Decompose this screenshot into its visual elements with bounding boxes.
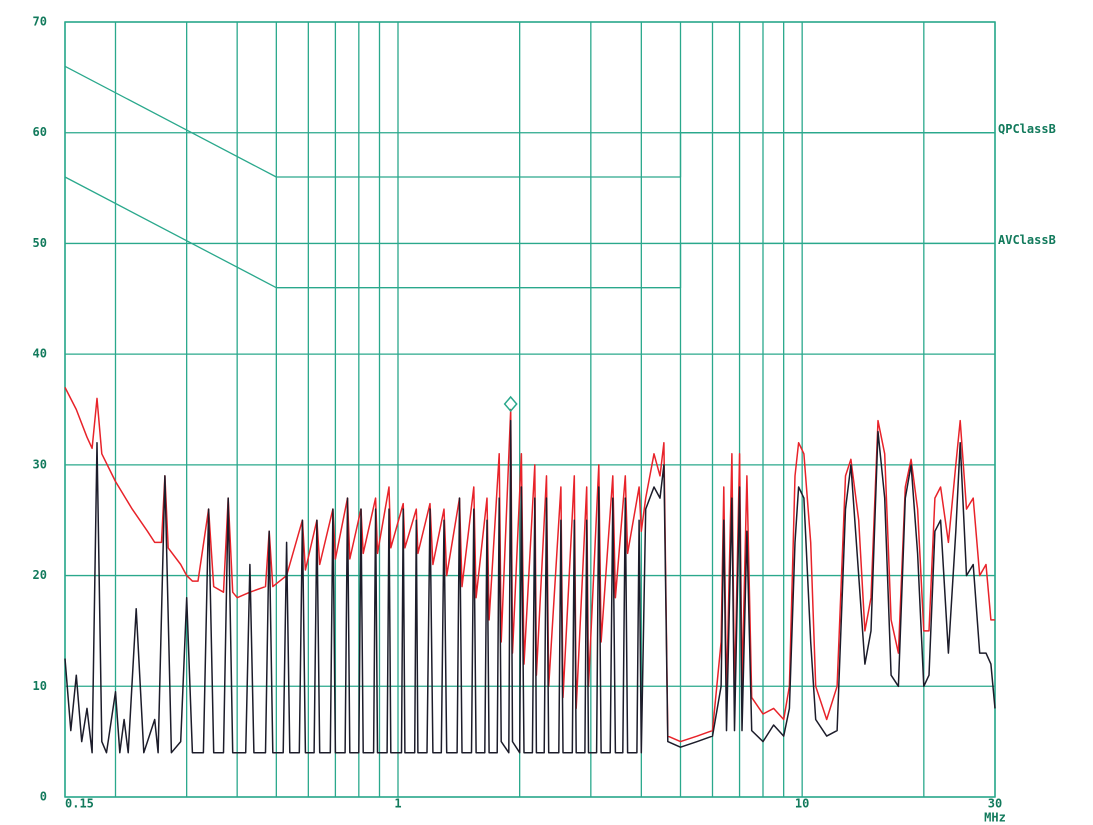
y-tick-label: 20: [33, 568, 47, 582]
trace: [64, 419, 996, 754]
x-tick-label: 10: [795, 797, 809, 811]
limit-line: [64, 176, 995, 289]
y-tick-label: 70: [33, 15, 47, 29]
x-tick-label: 0.15: [65, 797, 94, 811]
limit-label: AVClassB: [998, 233, 1056, 247]
x-axis-label: MHz: [984, 811, 1006, 825]
x-tick-label: 1: [394, 797, 401, 811]
y-tick-label: 10: [33, 679, 47, 693]
y-tick-label: 30: [33, 457, 47, 471]
marker: [503, 395, 518, 413]
limit-line: [64, 65, 995, 178]
y-tick-label: 40: [33, 347, 47, 361]
y-tick-label: 60: [33, 125, 47, 139]
y-tick-label: 0: [40, 790, 47, 804]
trace: [64, 387, 995, 743]
x-tick-label: 30: [988, 797, 1002, 811]
limit-label: QPClassB: [998, 122, 1056, 136]
y-tick-label: 50: [33, 236, 47, 250]
